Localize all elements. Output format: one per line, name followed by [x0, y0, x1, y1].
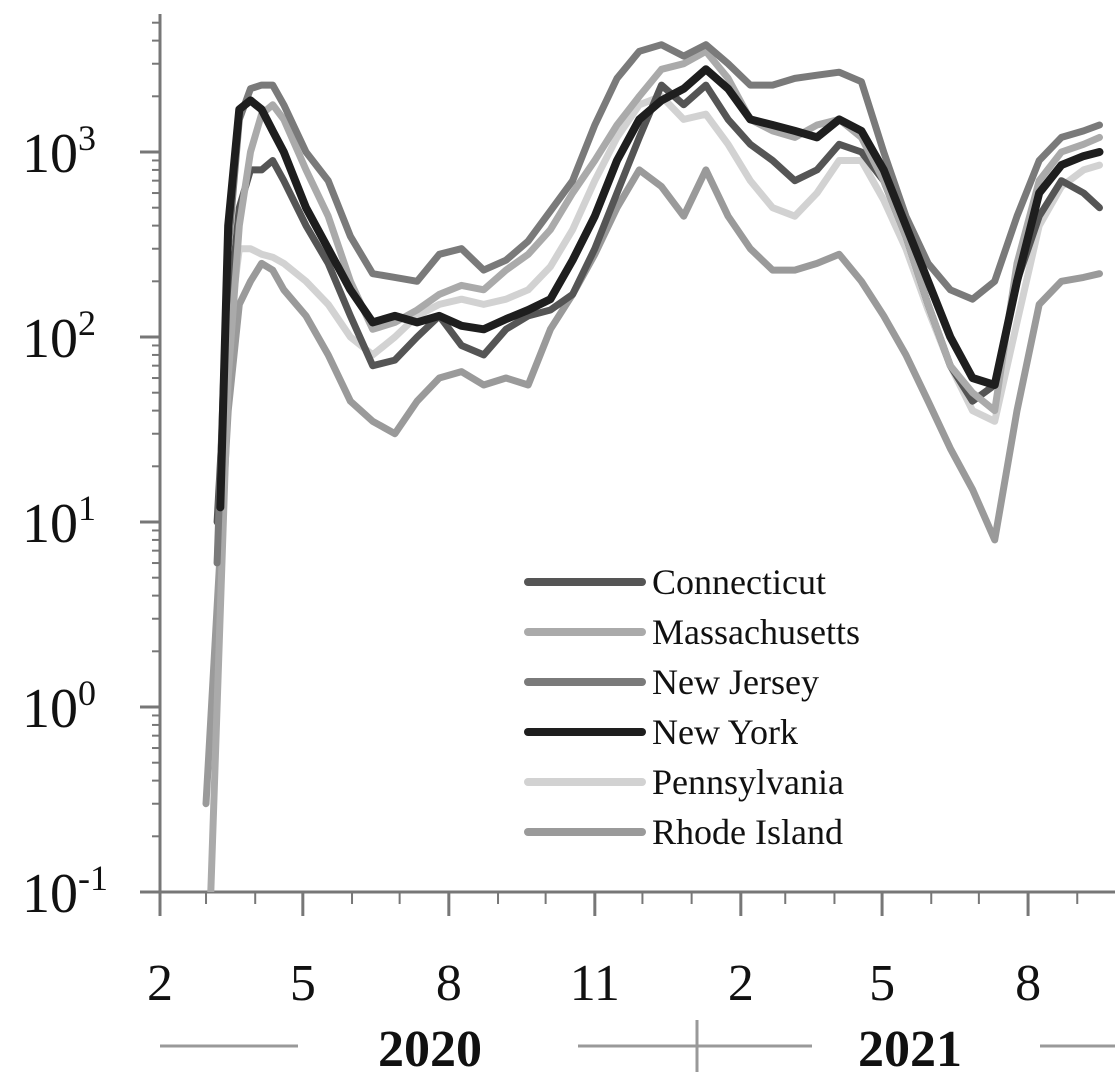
series-layer	[202, 41, 1104, 892]
legend-item: Massachusetts	[524, 612, 860, 652]
legend-item: New Jersey	[524, 662, 819, 702]
series-line-new-jersey	[213, 41, 1103, 567]
y-tick-label: 103	[22, 118, 96, 185]
legend-label: New York	[652, 712, 798, 752]
series-line-rhode-island	[202, 166, 1103, 808]
x-tick-label: 2	[728, 955, 754, 1012]
series-line-new-york	[216, 65, 1104, 512]
legend: Connecticut Massachusetts New Jersey New Yo…	[524, 562, 860, 852]
series-line-massachusetts	[207, 47, 1103, 892]
x-tick-label: 5	[290, 955, 316, 1012]
legend-label: Rhode Island	[652, 812, 843, 852]
legend-label: New Jersey	[652, 662, 819, 702]
legend-label: Massachusetts	[652, 612, 860, 652]
x-tick-label: 2	[147, 955, 173, 1012]
legend-item: Rhode Island	[524, 812, 843, 852]
x-tick-label: 5	[869, 955, 895, 1012]
series-line-connecticut	[213, 81, 1103, 526]
y-tick-label: 10-1	[22, 858, 108, 925]
x-tick-label: 8	[436, 955, 462, 1012]
x-tick-label: 11	[570, 955, 620, 1012]
legend-item: Pennsylvania	[524, 762, 844, 802]
legend-item: New York	[524, 712, 798, 752]
series-line-pennsylvania	[213, 92, 1103, 567]
legend-label: Pennsylvania	[652, 762, 844, 802]
year-label: 2021	[858, 1021, 962, 1074]
legend-label: Connecticut	[652, 562, 826, 602]
y-tick-label: 100	[22, 673, 96, 740]
y-tick-label: 102	[22, 303, 96, 370]
y-tick-label: 101	[22, 488, 96, 555]
year-label: 2020	[378, 1021, 482, 1074]
x-tick-label: 8	[1015, 955, 1041, 1012]
legend-item: Connecticut	[524, 562, 826, 602]
axes: 10-1 100 101 102 103 2 5 8 11 2 5 8 2020 2021	[22, 14, 1115, 1074]
